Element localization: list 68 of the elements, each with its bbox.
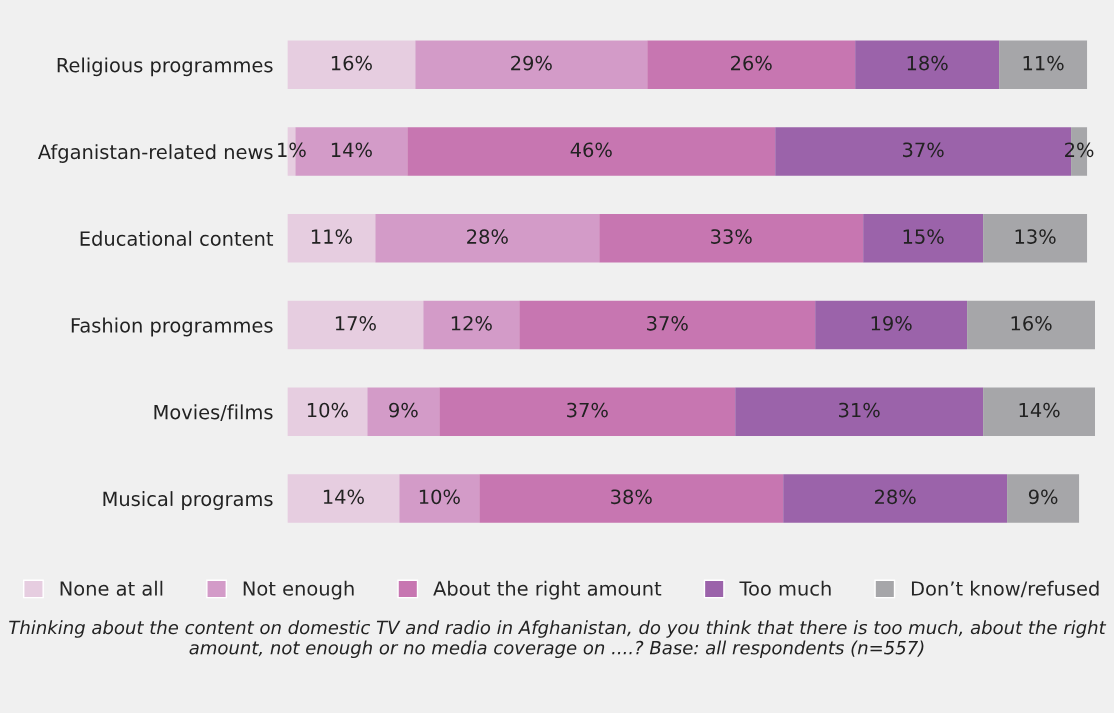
bar (647, 40, 856, 90)
bar (439, 387, 736, 437)
bar (287, 387, 368, 437)
bar (399, 474, 480, 523)
bar (287, 40, 416, 90)
bar (735, 387, 984, 437)
data-label: 2% (1065, 142, 1094, 158)
data-label: 14% (1019, 402, 1060, 418)
legend-label: None at all (60, 580, 163, 596)
legend-label: Not enough (243, 580, 354, 600)
bar (423, 300, 520, 350)
bar (815, 300, 968, 350)
data-label: 16% (331, 55, 372, 71)
legend-label: Too much (739, 580, 831, 596)
data-label: 28% (467, 229, 508, 244)
bar (367, 387, 440, 437)
data-label: 11% (1023, 55, 1064, 71)
data-label: 1% (278, 142, 306, 158)
data-label: 11% (311, 229, 352, 244)
data-label: 33% (711, 229, 752, 244)
data-label: 37% (567, 402, 608, 418)
bar (983, 387, 1096, 437)
data-label: 37% (647, 315, 688, 331)
data-label: 17% (335, 315, 376, 331)
data-label: 31% (839, 402, 880, 418)
data-label: 19% (871, 315, 912, 331)
y-tick-label: Educational content (80, 230, 274, 246)
y-tick-label: Afganistan-related news (37, 144, 273, 163)
data-label: 16% (1011, 315, 1052, 331)
legend-label: Don’t know/refused (911, 580, 1099, 598)
data-label: 38% (611, 489, 652, 505)
bar (287, 300, 424, 350)
data-label: 29% (511, 55, 552, 71)
bar (479, 474, 784, 523)
data-label: 14% (323, 489, 364, 505)
legend-label: About the right amount (433, 580, 662, 600)
text: Thinking about the content on domestic TV and radio in Afghanistan, do you think that there is too much, about the right amount, not enough or no media coverage on ....? Base: all respondents (n=557) (9, 620, 1107, 658)
bar (375, 213, 600, 263)
data-label: 10% (419, 489, 460, 505)
data-label: 14% (331, 142, 372, 158)
data-label: 13% (1015, 229, 1056, 244)
bar (599, 213, 864, 263)
bar (983, 213, 1088, 263)
bar (967, 300, 1096, 350)
data-label: 46% (570, 142, 612, 158)
y-tick-label: Movies/films (154, 404, 273, 421)
data-label: 10% (307, 402, 348, 418)
bar (407, 127, 776, 176)
bar (999, 40, 1088, 90)
data-label: 28% (874, 489, 916, 505)
data-label: 26% (731, 55, 772, 71)
y-tick-label: Religious programmes (57, 57, 273, 77)
bar (1007, 474, 1080, 523)
bar (415, 40, 648, 90)
bar (855, 40, 1000, 90)
bar (783, 474, 1008, 523)
data-label: 9% (389, 402, 418, 418)
y-tick-label: Musical programs (103, 491, 273, 510)
bar (287, 213, 376, 263)
data-label: 37% (903, 142, 944, 158)
data-label: 9% (1028, 489, 1058, 505)
bar (863, 213, 984, 263)
y-tick-label: Fashion programmes (71, 317, 273, 337)
bar (287, 474, 400, 523)
data-label: 15% (903, 229, 944, 244)
data-label: 18% (907, 55, 948, 71)
bar (519, 300, 816, 350)
data-label: 12% (451, 315, 492, 331)
